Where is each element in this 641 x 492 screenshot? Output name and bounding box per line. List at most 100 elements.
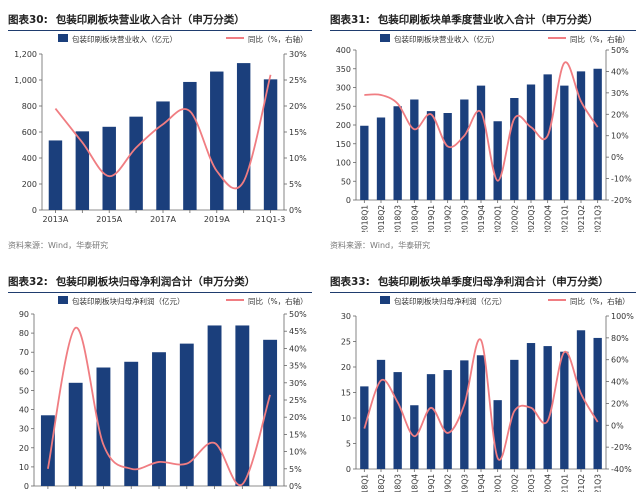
bar xyxy=(560,351,569,469)
bar xyxy=(510,98,519,200)
x-tick-label: 2021Q3 xyxy=(594,205,603,232)
x-tick-label: 2020Q4 xyxy=(544,205,553,232)
y-tick-label-right: -20% xyxy=(611,196,632,205)
bar xyxy=(376,117,386,200)
y-tick-label-left: 0 xyxy=(346,465,351,474)
bar xyxy=(410,405,419,469)
bar xyxy=(129,116,143,210)
chart-profit-quarterly: 包装印刷板块归母净利润（亿元） 同比（%，右轴） 0 5 10 15 20 25 30 -40% -… xyxy=(341,296,634,492)
bar xyxy=(235,325,250,486)
y-tick-label-right: 35% xyxy=(289,362,307,371)
panel-title: 图表31: 包装印刷板块单季度营业收入合计（申万分类） xyxy=(330,10,636,31)
source-note: 资料来源：Wind，华泰研究 xyxy=(330,241,431,250)
bar xyxy=(510,359,519,469)
bar xyxy=(526,84,536,200)
y-tick-label-left: 350 xyxy=(336,65,351,74)
x-tick-label: 2020Q2 xyxy=(510,205,519,232)
y-tick-label-left: 300 xyxy=(336,84,351,93)
y-tick-label-left: 50 xyxy=(341,177,351,186)
x-tick-label: 2019Q2 xyxy=(444,474,453,492)
bar xyxy=(263,339,278,486)
y-tick-label-right: 10% xyxy=(611,132,629,141)
y-tick-label-right: 0% xyxy=(289,482,302,491)
bar xyxy=(410,99,419,200)
bar xyxy=(393,106,402,200)
legend: 包装印刷板块归母净利润（亿元） 同比（%，右轴） xyxy=(380,296,630,306)
x-tick-label: 2019Q3 xyxy=(460,205,469,232)
y-tick-label-right: -20% xyxy=(611,443,632,452)
y-tick-label-right: 20% xyxy=(289,413,307,422)
y-tick-label-left: 0 xyxy=(346,196,351,205)
x-tick-label: 2020Q3 xyxy=(527,474,536,492)
legend-bar-swatch xyxy=(380,296,390,304)
y-tick-label-right: 15% xyxy=(289,128,307,137)
x-tick-label: 2015A xyxy=(96,215,122,224)
y-tick-label-left: 25 xyxy=(341,338,351,347)
bar xyxy=(376,359,386,469)
yoy-line xyxy=(364,61,599,182)
y-tick-label-left: 0 xyxy=(32,206,37,215)
y-tick-label-left: 20 xyxy=(341,363,351,372)
bar xyxy=(102,126,116,210)
y-tick-label-right: 5% xyxy=(289,465,302,474)
x-tick-label: 2019Q4 xyxy=(477,474,486,492)
x-tick-label: 2021Q1 xyxy=(560,205,569,232)
x-tick-label: 2020Q1 xyxy=(494,205,503,232)
x-tick-label: 2021Q3 xyxy=(594,474,603,492)
y-tick-label-right: -40% xyxy=(611,465,632,474)
bar xyxy=(593,337,602,469)
bar xyxy=(210,71,224,210)
bar xyxy=(152,352,166,486)
y-tick-label-right: 100% xyxy=(611,312,634,321)
bar xyxy=(124,361,139,486)
x-tick-label: 2018Q4 xyxy=(410,474,419,492)
x-tick-label: 2019Q4 xyxy=(477,205,486,232)
y-tick-label-left: 80 xyxy=(19,329,29,338)
y-tick-label-left: 60 xyxy=(19,367,29,376)
bar xyxy=(493,400,502,469)
chart-panel-profit-quarterly: 图表33: 包装印刷板块单季度归母净利润合计（申万分类） 包装印刷板块归母净利润（… xyxy=(330,272,636,492)
y-tick-label-left: 600 xyxy=(22,128,37,137)
y-tick-label-left: 1,200 xyxy=(14,50,37,59)
y-tick-label-left: 150 xyxy=(336,140,351,149)
x-tick-label: 2018Q3 xyxy=(394,205,403,232)
x-tick-label: 21Q1-3 xyxy=(256,215,286,224)
y-tick-label-right: 10% xyxy=(289,448,307,457)
y-tick-label-left: 100 xyxy=(336,159,351,168)
bar xyxy=(426,111,436,200)
y-tick-label-right: 20% xyxy=(611,399,629,408)
x-tick-label: 2020Q4 xyxy=(544,474,553,492)
legend-label-line: 同比（%，右轴） xyxy=(570,296,630,306)
x-tick-label: 2021Q2 xyxy=(577,205,586,232)
x-tick-label: 2017A xyxy=(150,215,176,224)
y-tick-label-left: 800 xyxy=(22,102,37,111)
y-tick-label-left: 1,000 xyxy=(14,76,37,85)
x-tick-label: 2021Q2 xyxy=(577,474,586,492)
y-tick-label-right: 50% xyxy=(289,310,307,319)
y-tick-label-right: 10% xyxy=(289,154,307,163)
x-tick-label: 2018Q1 xyxy=(360,474,369,492)
legend-label-bar: 包装印刷板块归母净利润（亿元） xyxy=(72,296,185,306)
y-tick-label-right: 0% xyxy=(611,421,624,430)
y-tick-label-right: -10% xyxy=(611,175,632,184)
chart-revenue-quarterly: 包装印刷板块营业收入（亿元） 同比（%，右轴） 0 50 100 150 200 250 300… xyxy=(336,34,632,232)
x-tick-label: 2018Q2 xyxy=(377,205,386,232)
y-tick-label-left: 200 xyxy=(336,121,351,130)
bar xyxy=(576,330,586,469)
x-tick-label: 2020Q1 xyxy=(494,474,503,492)
y-tick-label-left: 250 xyxy=(336,102,351,111)
y-tick-label-right: 80% xyxy=(611,334,629,343)
panel-title: 图表30: 包装印刷板块营业收入合计（申万分类） xyxy=(8,10,312,31)
legend-label-bar: 包装印刷板块归母净利润（亿元） xyxy=(394,296,507,306)
y-tick-label-right: 15% xyxy=(289,430,307,439)
y-tick-label-right: 40% xyxy=(611,67,629,76)
y-tick-label-left: 30 xyxy=(19,425,29,434)
bar xyxy=(460,360,469,469)
bar xyxy=(493,121,502,200)
y-tick-label-left: 5 xyxy=(346,440,351,449)
bar xyxy=(476,85,486,200)
legend-bar-swatch xyxy=(58,296,68,304)
bar xyxy=(543,346,552,469)
bar xyxy=(476,355,486,469)
y-tick-label-left: 400 xyxy=(22,154,37,163)
